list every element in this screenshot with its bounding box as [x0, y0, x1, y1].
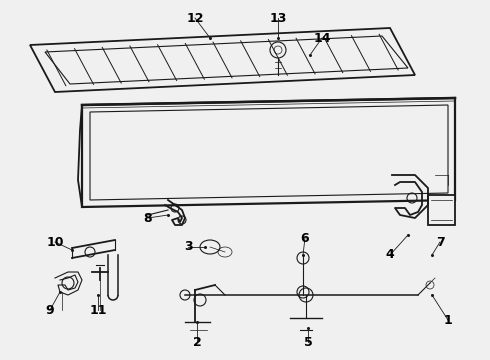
Text: 4: 4: [386, 248, 394, 261]
Text: 14: 14: [313, 31, 331, 45]
Text: 5: 5: [304, 336, 313, 348]
Text: 13: 13: [270, 12, 287, 24]
Bar: [428, 195, 455, 225]
Text: 6: 6: [301, 231, 309, 244]
Text: 10: 10: [46, 235, 64, 248]
Text: 11: 11: [89, 303, 107, 316]
Text: 2: 2: [193, 336, 201, 348]
Text: 12: 12: [186, 12, 204, 24]
Text: 1: 1: [443, 314, 452, 327]
Text: 9: 9: [46, 303, 54, 316]
Text: 7: 7: [436, 235, 444, 248]
Text: 3: 3: [184, 240, 192, 253]
Text: 8: 8: [144, 211, 152, 225]
